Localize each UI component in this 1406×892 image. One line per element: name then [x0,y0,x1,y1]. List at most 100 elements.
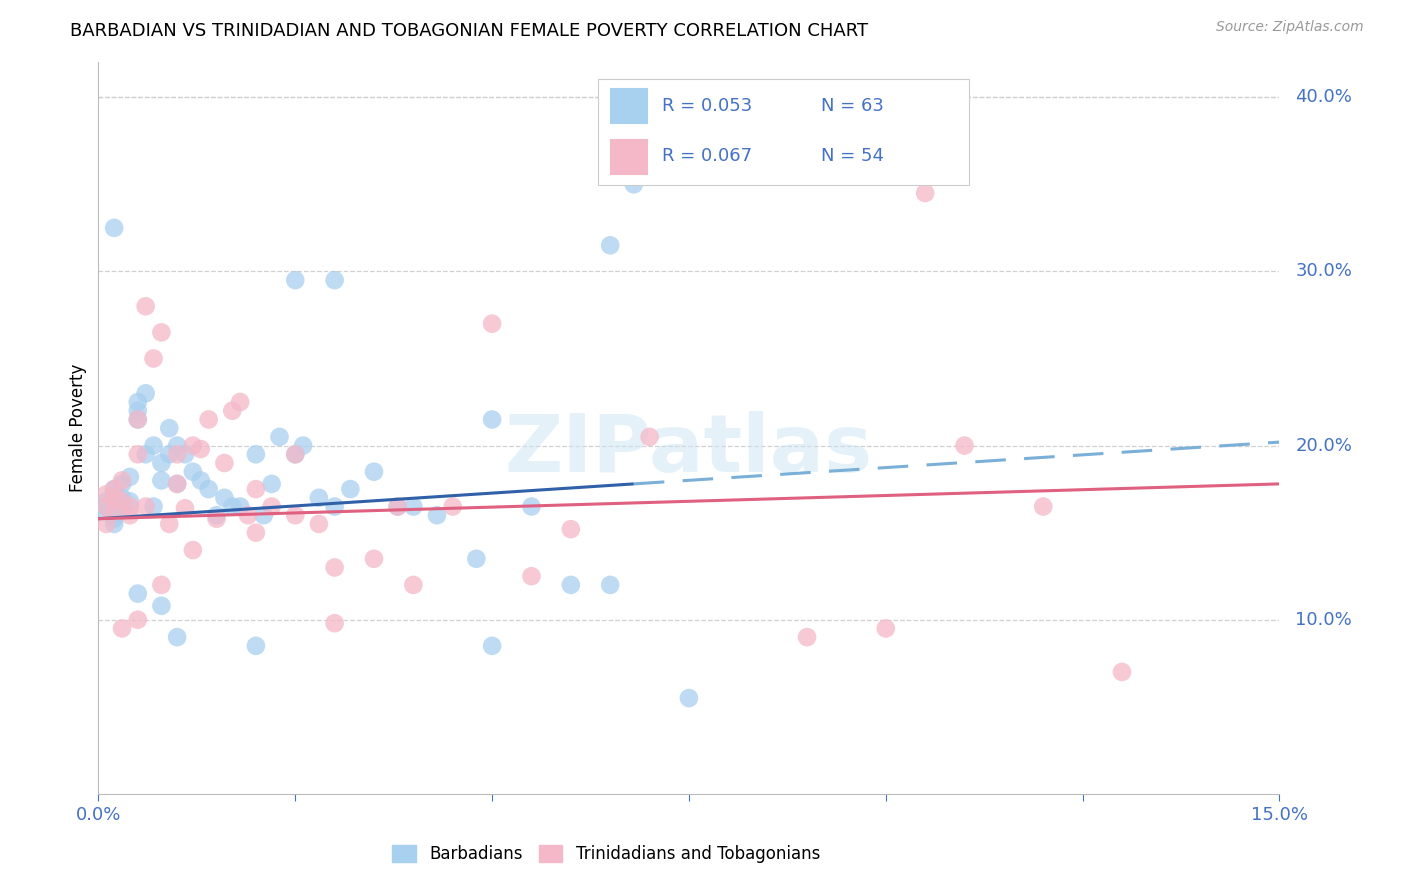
Point [181,543,204,558]
Point [402,578,425,592]
Point [292,439,315,453]
Point [96,487,118,501]
Point [214,456,236,470]
Point [174,501,197,516]
Point [135,299,157,313]
Point [599,578,621,592]
Text: 10.0%: 10.0% [1295,611,1353,629]
Point [260,476,283,491]
Point [229,395,252,409]
Point [205,508,228,523]
Point [245,525,267,540]
Text: R = 0.053: R = 0.053 [662,96,752,114]
Point [1111,665,1133,679]
Point [426,508,449,523]
Point [111,491,134,505]
Point [111,622,134,636]
Point [103,516,125,531]
Point [166,476,188,491]
Y-axis label: Female Poverty: Female Poverty [69,364,87,492]
Point [157,421,180,435]
Point [111,501,134,516]
Point [150,599,173,613]
Point [323,273,346,287]
Point [181,465,204,479]
Point [103,482,125,496]
Point [245,639,267,653]
Bar [610,138,647,174]
Point [127,412,149,426]
Point [111,474,134,488]
Point [245,447,267,461]
Point [96,505,118,519]
Point [142,351,165,366]
Point [111,494,134,508]
Point [308,491,330,505]
Point [135,386,157,401]
Legend: Barbadians, Trinidadians and Tobagonians: Barbadians, Trinidadians and Tobagonians [385,838,827,870]
Text: N = 54: N = 54 [821,147,884,165]
Point [214,491,236,505]
Point [1032,500,1054,514]
Point [127,412,149,426]
Point [135,500,157,514]
Point [150,326,173,340]
Point [323,616,346,631]
Point [127,613,149,627]
Point [875,622,897,636]
Point [135,447,157,461]
Point [127,403,149,417]
Point [221,500,243,514]
Bar [610,88,647,123]
Point [465,551,488,566]
Point [481,317,503,331]
Point [118,470,141,484]
Text: Source: ZipAtlas.com: Source: ZipAtlas.com [1216,20,1364,34]
Point [103,487,125,501]
Point [118,500,141,514]
Point [111,476,134,491]
Point [284,273,307,287]
Text: ZIPatlas: ZIPatlas [505,411,873,489]
Point [197,482,219,496]
Point [142,439,165,453]
Point [402,500,425,514]
Point [387,500,409,514]
Text: N = 63: N = 63 [821,96,884,114]
Point [520,569,543,583]
Point [221,403,243,417]
Point [245,482,267,496]
Point [638,430,661,444]
Point [363,551,385,566]
Point [481,639,503,653]
Point [441,500,464,514]
Point [103,491,125,505]
Point [560,578,582,592]
Point [166,476,188,491]
Point [323,500,346,514]
Point [678,691,700,706]
Point [150,578,173,592]
Point [96,500,118,514]
Point [205,512,228,526]
Text: 20.0%: 20.0% [1295,436,1353,455]
Point [599,238,621,252]
Text: 40.0%: 40.0% [1295,88,1353,106]
Point [103,505,125,519]
Point [363,465,385,479]
Point [103,220,125,235]
Point [229,500,252,514]
Point [127,586,149,600]
Point [96,500,118,514]
Point [157,516,180,531]
Point [190,442,212,456]
Point [953,439,976,453]
Point [118,494,141,508]
Text: BARBADIAN VS TRINIDADIAN AND TOBAGONIAN FEMALE POVERTY CORRELATION CHART: BARBADIAN VS TRINIDADIAN AND TOBAGONIAN … [70,22,869,40]
Point [260,500,283,514]
Point [623,178,645,192]
Point [150,474,173,488]
Point [236,508,259,523]
Point [166,447,188,461]
Point [796,630,818,644]
